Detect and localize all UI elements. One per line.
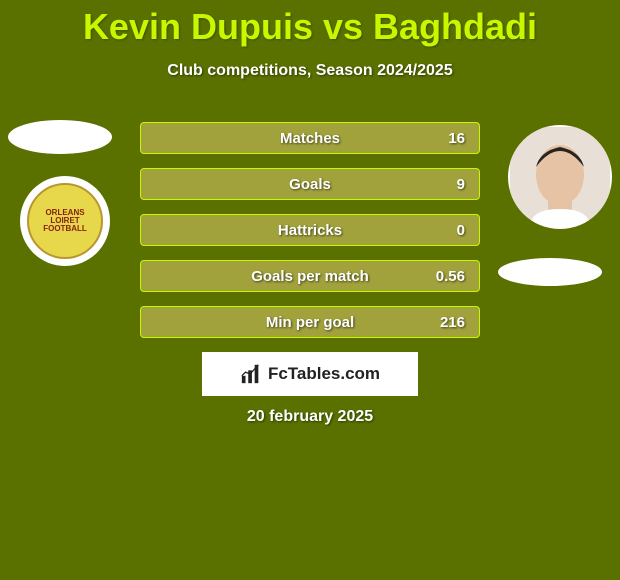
stat-value: 16 [448,130,465,147]
branding-text: FcTables.com [268,364,380,384]
stat-label: Min per goal [266,314,354,331]
player2-name: Baghdadi [373,6,537,47]
player1-avatar [8,120,112,154]
stat-label: Matches [280,130,340,147]
player2-club-badge [498,258,602,286]
bar-chart-icon [240,363,262,385]
stat-row: Goals 9 [140,168,480,200]
comparison-card: Kevin Dupuis vs Baghdadi Club competitio… [0,0,620,580]
stat-label: Goals [289,176,331,193]
stat-row: Hattricks 0 [140,214,480,246]
stat-label: Goals per match [251,268,369,285]
club-line3: FOOTBALL [43,225,87,233]
stat-value: 216 [440,314,465,331]
stat-label: Hattricks [278,222,342,239]
subtitle: Club competitions, Season 2024/2025 [0,62,620,80]
branding-panel: FcTables.com [202,352,418,396]
player1-name: Kevin Dupuis [83,6,313,47]
stat-row: Min per goal 216 [140,306,480,338]
vs-separator: vs [323,6,363,47]
stat-row: Goals per match 0.56 [140,260,480,292]
stat-row: Matches 16 [140,122,480,154]
date-text: 20 february 2025 [0,408,620,426]
face-icon [508,125,612,229]
stat-value: 9 [457,176,465,193]
club-crest-icon: ORLEANS LOIRET FOOTBALL [27,183,103,259]
stat-value: 0.56 [436,268,465,285]
player1-club-badge: ORLEANS LOIRET FOOTBALL [20,176,110,266]
page-title: Kevin Dupuis vs Baghdadi [0,0,620,48]
stats-list: Matches 16 Goals 9 Hattricks 0 Goals per match… [140,122,480,352]
player2-avatar [508,125,612,229]
stat-value: 0 [457,222,465,239]
